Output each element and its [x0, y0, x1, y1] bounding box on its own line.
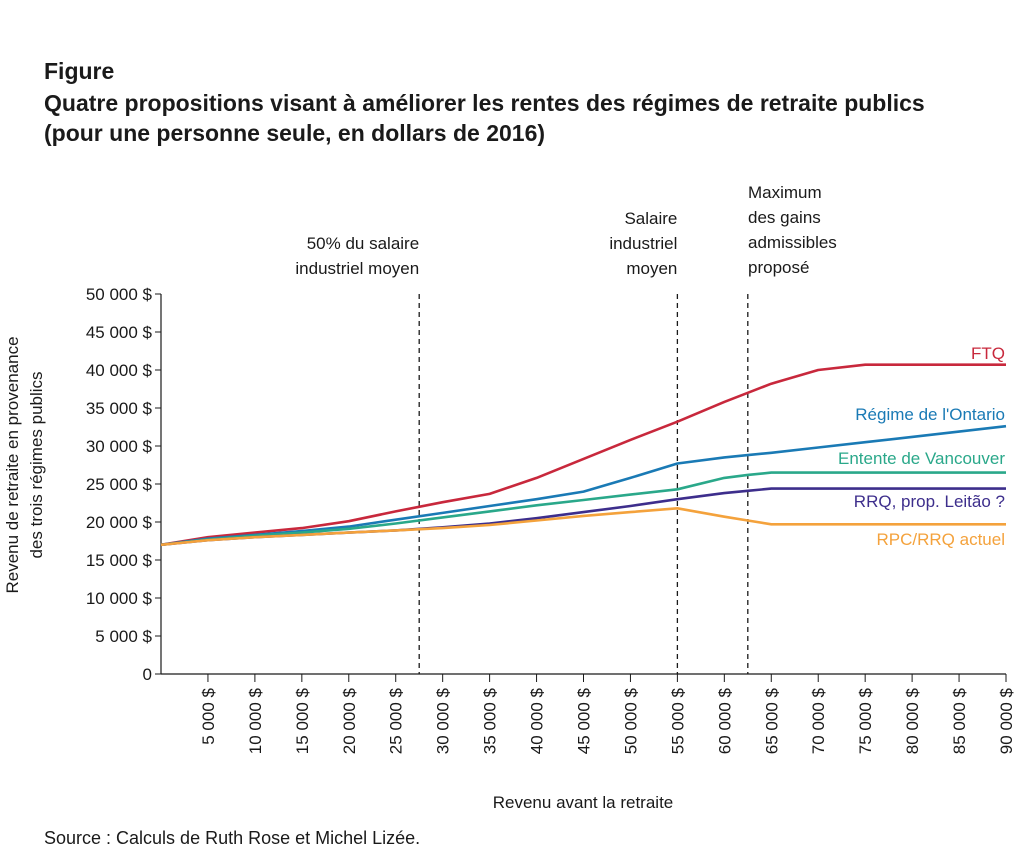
x-tick-label: 40 000 $ [528, 687, 547, 754]
x-tick-label: 85 000 $ [950, 687, 969, 754]
x-tick-label: 55 000 $ [668, 687, 687, 754]
reference-label: des gains [748, 208, 821, 227]
chart-title: Quatre propositions visant à améliorer l… [44, 88, 1014, 148]
source-note: Source : Calculs de Ruth Rose et Michel … [44, 828, 421, 848]
series-label-ftq: FTQ [971, 344, 1005, 363]
series-line-vancouver [160, 471, 1006, 547]
y-tick-label: 0 [143, 665, 152, 684]
x-tick-label: 80 000 $ [903, 687, 922, 754]
y-tick-label: 20 000 $ [86, 513, 153, 532]
x-tick-label: 25 000 $ [387, 687, 406, 754]
y-tick-label: 30 000 $ [86, 437, 153, 456]
y-tick-label: 35 000 $ [86, 399, 153, 418]
y-axis-title-line1: Revenu de retraite en provenance [3, 336, 22, 593]
x-tick-label: 50 000 $ [621, 687, 640, 754]
x-tick-label: 75 000 $ [856, 687, 875, 754]
reference-label: 50% du salaire [307, 234, 419, 253]
series-line-ontario [160, 424, 1007, 547]
series-label-rpc_rrq: RPC/RRQ actuel [877, 530, 1005, 549]
x-tick-label: 30 000 $ [434, 687, 453, 754]
reference-label: Maximum [748, 183, 822, 202]
reference-label: proposé [748, 258, 809, 277]
series-label-ontario: Régime de l'Ontario [855, 405, 1005, 424]
series-label-rrq_leitao: RRQ, prop. Leitão ? [854, 492, 1005, 511]
y-tick-label: 50 000 $ [86, 285, 153, 304]
series-line-ftq [160, 363, 1006, 547]
series-line-rpc_rrq [160, 506, 1006, 547]
x-tick-label: 70 000 $ [809, 687, 828, 754]
reference-label: moyen [626, 259, 677, 278]
x-axis-title: Revenu avant la retraite [493, 793, 674, 812]
y-tick-label: 40 000 $ [86, 361, 153, 380]
chart-title-line1: Quatre propositions visant à améliorer l… [44, 90, 925, 116]
x-tick-label: 15 000 $ [293, 687, 312, 754]
series-label-vancouver: Entente de Vancouver [838, 449, 1005, 468]
y-tick-label: 15 000 $ [86, 551, 153, 570]
x-tick-label: 45 000 $ [575, 687, 594, 754]
figure-label: Figure [44, 58, 115, 84]
chart-title-line2: (pour une personne seule, en dollars de … [44, 120, 546, 146]
reference-label: industriel [609, 234, 677, 253]
y-tick-label: 25 000 $ [86, 475, 153, 494]
x-tick-label: 90 000 $ [997, 687, 1016, 754]
y-tick-label: 5 000 $ [95, 627, 152, 646]
reference-label: industriel moyen [295, 259, 419, 278]
x-tick-label: 65 000 $ [762, 687, 781, 754]
y-tick-label: 45 000 $ [86, 323, 153, 342]
reference-label: admissibles [748, 233, 837, 252]
reference-label: Salaire [624, 209, 677, 228]
x-tick-label: 20 000 $ [340, 687, 359, 754]
y-axis-title-line2: des trois régimes publics [27, 371, 46, 558]
x-tick-label: 35 000 $ [481, 687, 500, 754]
x-tick-label: 10 000 $ [246, 687, 265, 754]
x-tick-label: 5 000 $ [199, 687, 218, 744]
y-tick-label: 10 000 $ [86, 589, 153, 608]
x-tick-label: 60 000 $ [715, 687, 734, 754]
